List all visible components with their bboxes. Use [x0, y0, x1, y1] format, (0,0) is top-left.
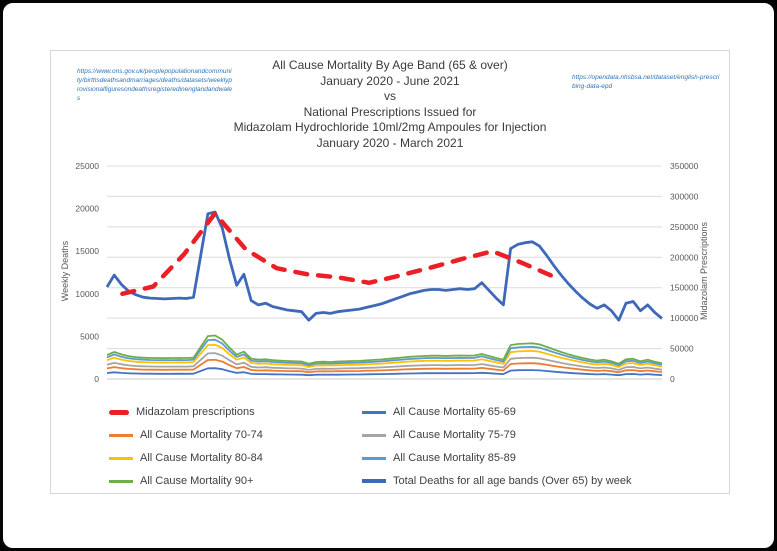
- source-link-ons[interactable]: https://www.ons.gov.uk/peoplepopulationa…: [77, 68, 233, 102]
- legend-item-6[interactable]: All Cause Mortality 90+: [109, 474, 362, 488]
- chart-title-line-2: January 2020 - June 2021: [320, 73, 460, 88]
- right-axis-tick-label: 50000: [670, 344, 694, 354]
- legend-label: All Cause Mortality 65-69: [393, 406, 516, 418]
- legend-item-2[interactable]: All Cause Mortality 70-74: [109, 428, 362, 442]
- chart-title-line-6: January 2020 - March 2021: [316, 135, 464, 150]
- chart-legend: Midazolam prescriptions All Cause Mortali…: [109, 405, 631, 488]
- legend-marker-icon: [109, 479, 133, 483]
- chart-card: https://www.ons.gov.uk/peoplepopulationa…: [50, 50, 730, 494]
- legend-marker-icon: [362, 456, 386, 460]
- legend-label: All Cause Mortality 85-89: [393, 452, 516, 464]
- series-midazolam-prescriptions-line: [120, 211, 557, 297]
- right-axis-tick-label: 150000: [670, 283, 699, 293]
- right-axis-tick-label: 100000: [670, 313, 699, 323]
- chart-title-line-3: vs: [384, 89, 396, 103]
- legend-item-1[interactable]: All Cause Mortality 65-69: [362, 405, 631, 419]
- chart-title-line-4: National Prescriptions Issued for: [303, 104, 477, 119]
- left-axis-tick-label: 15000: [75, 246, 99, 256]
- legend-marker-icon: [362, 410, 386, 414]
- legend-marker-icon: [109, 456, 133, 460]
- series-mortality-85-89-line: [106, 338, 663, 367]
- legend-label: Midazolam prescriptions: [136, 406, 255, 418]
- legend-label: All Cause Mortality 90+: [140, 475, 254, 487]
- chart-plot: 0500010000150002000025000050000100000150…: [75, 161, 699, 384]
- right-axis-tick-label: 200000: [670, 252, 699, 262]
- source-link-nhsbsa[interactable]: https://opendata.nhsbsa.net/dataset/engl…: [572, 74, 720, 90]
- series-mortality-70-74-line: [106, 358, 663, 374]
- series-total-deaths-line: [105, 210, 663, 322]
- left-axis-tick-label: 25000: [75, 161, 99, 171]
- legend-marker-icon: [109, 433, 133, 437]
- series-mortality-65-69-line: [106, 367, 663, 377]
- left-axis-tick-label: 10000: [75, 289, 99, 299]
- chart-title-line-5: Midazolam Hydrochloride 10ml/2mg Ampoule…: [233, 120, 547, 134]
- chart-title: All Cause Mortality By Age Band (65 & ov…: [51, 58, 729, 151]
- right-axis-tick-label: 250000: [670, 222, 699, 232]
- legend-item-4[interactable]: All Cause Mortality 80-84: [109, 451, 362, 465]
- legend-marker-icon: [109, 409, 129, 415]
- series-mortality-75-79-line: [106, 352, 663, 371]
- series-mortality-90-plus-line: [106, 334, 663, 365]
- left-axis-tick-label: 20000: [75, 204, 99, 214]
- legend-item-7[interactable]: Total Deaths for all age bands (Over 65)…: [362, 474, 631, 488]
- legend-label: All Cause Mortality 80-84: [140, 452, 263, 464]
- series-mortality-80-84-line: [106, 343, 663, 368]
- legend-label: Total Deaths for all age bands (Over 65)…: [393, 475, 632, 487]
- legend-item-0[interactable]: Midazolam prescriptions: [109, 405, 362, 419]
- right-axis-tick-label: 0: [670, 374, 675, 384]
- legend-item-5[interactable]: All Cause Mortality 85-89: [362, 451, 631, 465]
- left-axis-tick-label: 5000: [80, 331, 99, 341]
- legend-marker-icon: [362, 433, 386, 437]
- legend-marker-icon: [362, 479, 386, 483]
- legend-item-3[interactable]: All Cause Mortality 75-79: [362, 428, 631, 442]
- right-axis-tick-label: 350000: [670, 161, 699, 171]
- right-axis-tick-label: 300000: [670, 191, 699, 201]
- left-axis-tick-label: 0: [94, 374, 99, 384]
- legend-label: All Cause Mortality 75-79: [393, 429, 516, 441]
- chart-title-line-1: All Cause Mortality By Age Band (65 & ov…: [272, 58, 508, 72]
- legend-label: All Cause Mortality 70-74: [140, 429, 263, 441]
